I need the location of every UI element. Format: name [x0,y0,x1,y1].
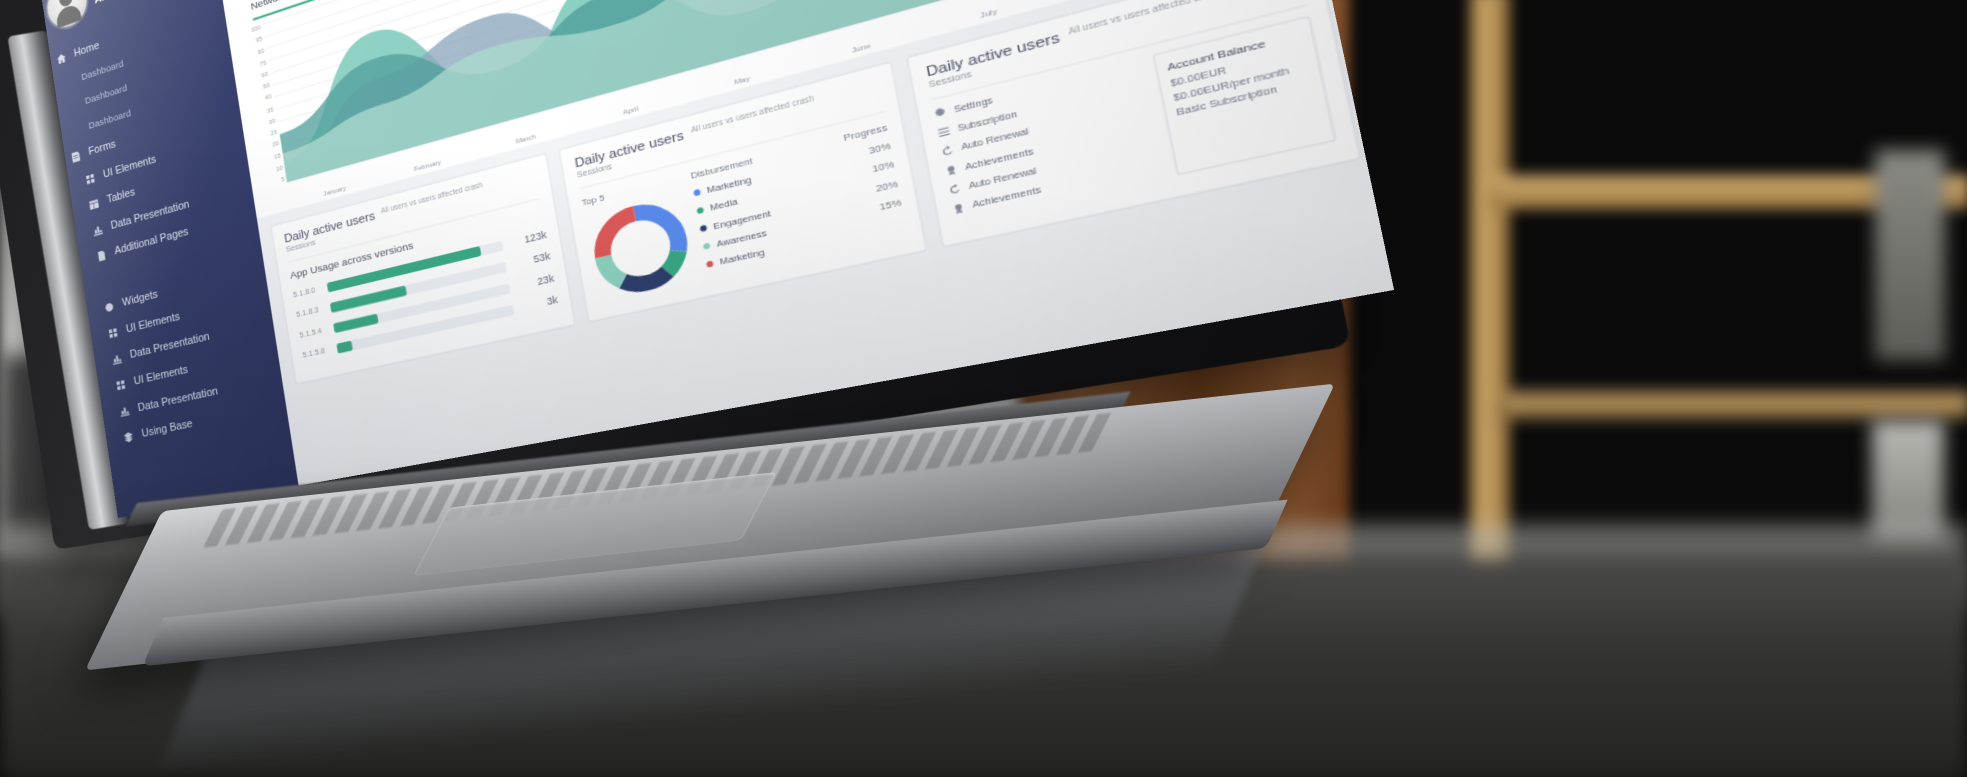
sidebar-item-widgets[interactable]: Widgets [77,254,266,327]
pages-icon [97,249,106,261]
refresh-icon [949,183,961,195]
usage-value: 53k [532,250,552,266]
card1-subtitle: All users vs users affected crash [380,181,484,216]
top5-percent: 10% [871,158,896,176]
y-tick: 75 [259,59,267,68]
y-tick: 95 [255,36,263,45]
legend-dot [706,260,714,268]
laptop: Welcome, Anthony Mulleys HomeDashboardDa… [0,0,1320,777]
sidebar-item-tables[interactable]: Tables [62,146,249,225]
sidebar-item-label: Widgets [121,288,159,310]
sidebar-item-label: Forms [87,138,117,159]
settings-row-list: Subscription Auto Renewal Achievements Auto… [937,78,1162,215]
main-content: Welcome to Qardafala Asia Admin Theme. +… [208,0,1395,492]
table-icon [89,198,99,210]
usage-value: 123k [523,228,548,246]
sidebar-nav: Home Dashboard Dashboard Dashboard Forms UI E… [41,0,288,456]
sidebar-item-ui-elements[interactable]: UI Elements [89,336,280,405]
sidebar-item-forms[interactable]: Forms [55,93,241,175]
shelf-lower [1500,392,1967,418]
usage-version: 5.1.8.3 [295,306,320,320]
background-object-upper [1875,150,1945,360]
card-settings: Daily active users Sessions All users vs… [906,0,1362,248]
sidebar-user-name: Anthony Mulleys [93,0,176,8]
top5-percent [861,221,905,231]
ui-icon [85,173,95,184]
sidebar-item-data-presentation[interactable]: Data Presentation [92,363,283,430]
sidebar-item-additional-pages[interactable]: Additional Pages [70,200,258,276]
y-tick: 40 [264,94,273,103]
background-object-lower [1872,420,1944,540]
award-icon [947,165,956,177]
settings-row-label: Subscription [956,109,1018,134]
chart-svg [263,0,1051,183]
usage-fill [333,313,379,333]
gear-icon [934,106,946,118]
sidebar-item-label: Using Base [140,417,194,441]
usage-fill [336,340,354,354]
y-tick: 90 [257,48,265,57]
legend-dot [693,188,701,197]
base-icon [123,431,134,443]
y-tick: 50 [262,82,271,92]
sidebar-item-data-presentation[interactable]: Data Presentation [66,173,254,251]
area-chart[interactable]: 100 95 90 75 60 50 40 35 30 25 20 15 10 5 [251,0,1055,199]
usage-version: 5.1.5.8 [302,347,326,360]
settings-label: Settings [953,95,994,115]
top5-percent: 20% [874,177,899,195]
sidebar-item-label: Home [73,39,101,60]
chart-series-area [262,0,1051,183]
home-icon [56,52,67,64]
y-tick: 35 [266,106,274,115]
usage-value: 3k [545,293,559,308]
account-balance-box: Account Balance $0.00EUR $0.00EUR/per mo… [1152,15,1337,176]
ui-icon [116,378,125,390]
y-tick: 20 [272,141,280,150]
refresh-icon [942,145,953,157]
y-tick: 10 [275,164,284,173]
sidebar-item-ui-elements[interactable]: UI Elements [59,119,246,200]
avatar [44,0,90,33]
sidebar: Welcome, Anthony Mulleys HomeDashboardDa… [39,0,300,518]
sidebar-item-label: Tables [106,186,136,207]
y-tick: 30 [268,117,276,126]
settings-row-label: Achievements [971,185,1042,211]
usage-version: 5.1.8.0 [292,286,316,300]
legend-dot [702,242,711,251]
y-tick: 25 [270,129,278,138]
top5-percent: 15% [878,196,903,213]
top5-percent: 30% [867,140,892,157]
usage-value: 23k [536,272,555,288]
series-area [265,0,1051,183]
chart-icon [113,354,122,366]
donut-chart[interactable] [584,191,699,305]
chart-panel: 100 95 90 75 60 50 40 35 30 25 20 15 10 5 January Febr… [240,0,1057,213]
widget-icon [104,301,114,312]
chart-icon [119,406,130,417]
y-tick: 15 [273,152,282,161]
list-icon [938,127,951,138]
sidebar-item-home[interactable]: Home [41,0,225,77]
ui-icon [109,327,118,339]
y-tick: 5 [280,176,285,184]
laptop-screen: Welcome, Anthony Mulleys HomeDashboardDa… [39,0,1395,518]
chart-icon [92,225,103,236]
chart-card: 100 95 90 75 60 50 40 35 30 25 20 15 10 5 January Febr… [227,0,1336,219]
dashboard-app: Welcome, Anthony Mulleys HomeDashboardDa… [39,0,1395,518]
donut-svg [584,191,699,305]
sidebar-item-using-base[interactable]: Using Base [96,391,288,456]
award-icon [954,203,963,215]
y-tick: 100 [250,24,262,35]
form-icon [71,150,81,163]
card2-subtitle: All users vs users affected crash [690,94,815,136]
usage-version: 5.1.5.4 [298,326,323,340]
sidebar-item-ui-elements[interactable]: UI Elements [81,281,271,353]
legend-dot [699,224,708,233]
sidebar-item-data-presentation[interactable]: Data Presentation [85,308,275,378]
y-tick: 60 [261,71,269,80]
legend-dot [696,206,705,215]
